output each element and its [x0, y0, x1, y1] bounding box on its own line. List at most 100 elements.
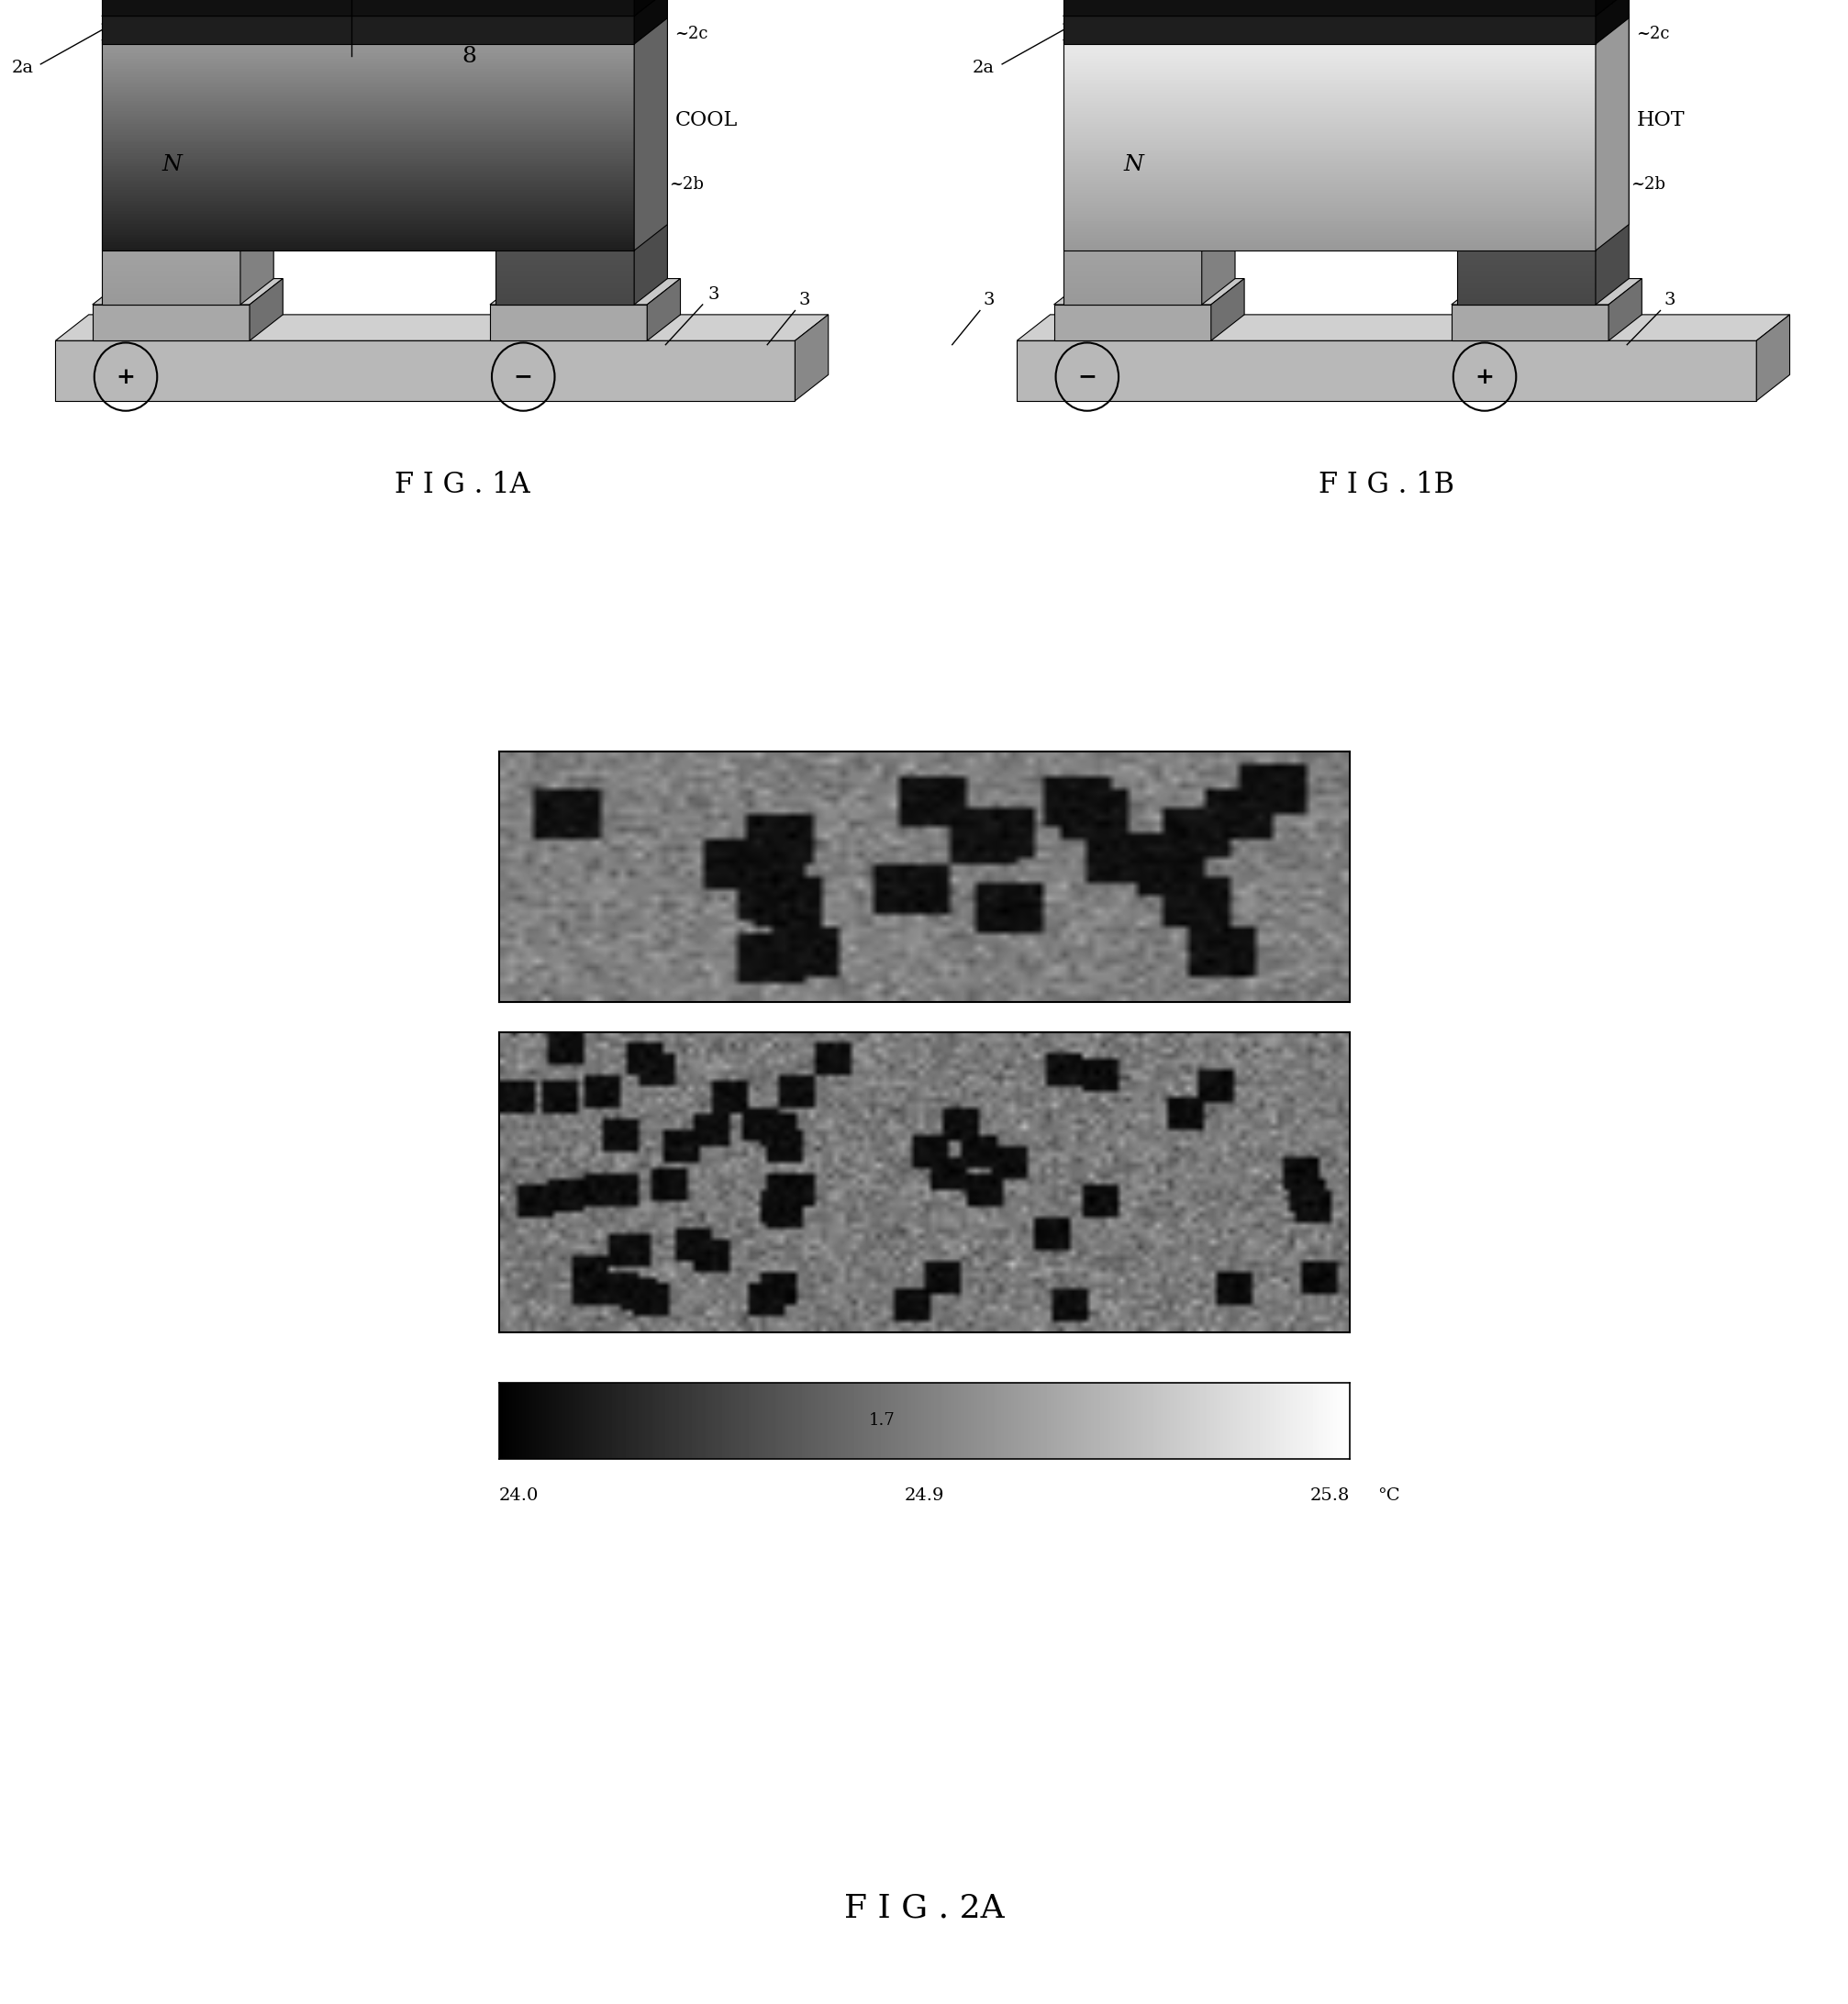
- Polygon shape: [1456, 58, 1595, 64]
- Polygon shape: [102, 232, 240, 236]
- Polygon shape: [1063, 244, 1595, 248]
- Polygon shape: [1456, 0, 1628, 24]
- Polygon shape: [102, 164, 634, 166]
- Polygon shape: [102, 180, 240, 186]
- Text: 2a: 2a: [11, 60, 33, 76]
- Polygon shape: [1063, 158, 1201, 164]
- Polygon shape: [1063, 74, 1595, 76]
- Polygon shape: [495, 130, 634, 136]
- Polygon shape: [102, 234, 634, 236]
- Polygon shape: [495, 142, 634, 148]
- Polygon shape: [1063, 102, 1201, 108]
- Polygon shape: [1063, 96, 1201, 102]
- Text: 25.8: 25.8: [1308, 1487, 1349, 1503]
- Polygon shape: [1595, 0, 1628, 44]
- Polygon shape: [1063, 48, 1595, 50]
- Polygon shape: [495, 102, 634, 108]
- Text: 2a: 2a: [972, 60, 994, 76]
- Polygon shape: [1063, 80, 1595, 82]
- Polygon shape: [490, 305, 647, 341]
- Polygon shape: [1063, 261, 1201, 265]
- Polygon shape: [1063, 74, 1201, 80]
- Polygon shape: [1063, 174, 1595, 176]
- Polygon shape: [1063, 124, 1595, 126]
- Polygon shape: [1063, 124, 1201, 130]
- Polygon shape: [1456, 265, 1595, 271]
- Polygon shape: [102, 76, 634, 80]
- Polygon shape: [1063, 40, 1201, 46]
- Polygon shape: [634, 14, 667, 250]
- Polygon shape: [1456, 46, 1595, 52]
- Polygon shape: [1063, 142, 1201, 148]
- Polygon shape: [1063, 80, 1201, 86]
- Polygon shape: [495, 86, 634, 92]
- Polygon shape: [102, 208, 634, 210]
- Polygon shape: [495, 114, 634, 120]
- Polygon shape: [1063, 0, 1628, 16]
- Polygon shape: [1063, 46, 1201, 52]
- Polygon shape: [1063, 86, 1201, 92]
- Polygon shape: [1063, 68, 1201, 74]
- Polygon shape: [1063, 68, 1595, 72]
- Polygon shape: [1456, 236, 1595, 242]
- Polygon shape: [1063, 218, 1595, 222]
- Polygon shape: [102, 289, 240, 293]
- Polygon shape: [1456, 186, 1595, 192]
- Polygon shape: [495, 248, 634, 255]
- Polygon shape: [102, 68, 240, 74]
- Polygon shape: [1063, 236, 1595, 240]
- Polygon shape: [102, 192, 240, 198]
- Polygon shape: [102, 172, 634, 174]
- Polygon shape: [1456, 24, 1595, 30]
- Text: F I G . 1B: F I G . 1B: [1318, 471, 1454, 499]
- Polygon shape: [1456, 293, 1595, 299]
- Polygon shape: [102, 150, 634, 152]
- Polygon shape: [1063, 76, 1595, 80]
- Polygon shape: [102, 130, 240, 136]
- Polygon shape: [1456, 242, 1595, 248]
- Polygon shape: [1456, 148, 1595, 152]
- Polygon shape: [1063, 180, 1595, 182]
- Polygon shape: [1456, 255, 1595, 261]
- Polygon shape: [102, 14, 667, 40]
- Text: 24.0: 24.0: [499, 1487, 540, 1503]
- Polygon shape: [240, 0, 274, 305]
- Polygon shape: [1063, 222, 1595, 224]
- Text: +: +: [116, 367, 135, 387]
- Polygon shape: [102, 96, 634, 98]
- Polygon shape: [1456, 226, 1595, 232]
- Polygon shape: [1063, 90, 1595, 92]
- Polygon shape: [102, 30, 240, 36]
- Polygon shape: [1063, 134, 1595, 138]
- Polygon shape: [495, 289, 634, 293]
- Polygon shape: [102, 174, 634, 176]
- Polygon shape: [1063, 208, 1201, 214]
- Polygon shape: [1053, 279, 1244, 305]
- Polygon shape: [1063, 214, 1595, 216]
- Polygon shape: [1063, 176, 1595, 180]
- Polygon shape: [102, 186, 240, 192]
- Polygon shape: [1063, 190, 1595, 192]
- Polygon shape: [1063, 0, 1234, 24]
- Polygon shape: [495, 242, 634, 248]
- Polygon shape: [1595, 14, 1628, 250]
- Polygon shape: [1063, 46, 1595, 48]
- Polygon shape: [1063, 232, 1201, 236]
- Polygon shape: [1063, 54, 1595, 56]
- Polygon shape: [102, 124, 634, 126]
- Polygon shape: [1456, 299, 1595, 305]
- Polygon shape: [1063, 122, 1595, 124]
- Polygon shape: [1456, 204, 1595, 208]
- Polygon shape: [102, 242, 240, 248]
- Polygon shape: [495, 46, 634, 52]
- Polygon shape: [1456, 271, 1595, 277]
- Polygon shape: [1063, 220, 1201, 226]
- Polygon shape: [102, 66, 634, 68]
- Polygon shape: [1063, 82, 1595, 84]
- Polygon shape: [102, 46, 240, 52]
- Polygon shape: [102, 134, 634, 138]
- Text: ~2c: ~2c: [675, 26, 708, 42]
- Polygon shape: [1063, 58, 1595, 62]
- Text: 3: 3: [708, 287, 719, 303]
- Polygon shape: [102, 216, 634, 218]
